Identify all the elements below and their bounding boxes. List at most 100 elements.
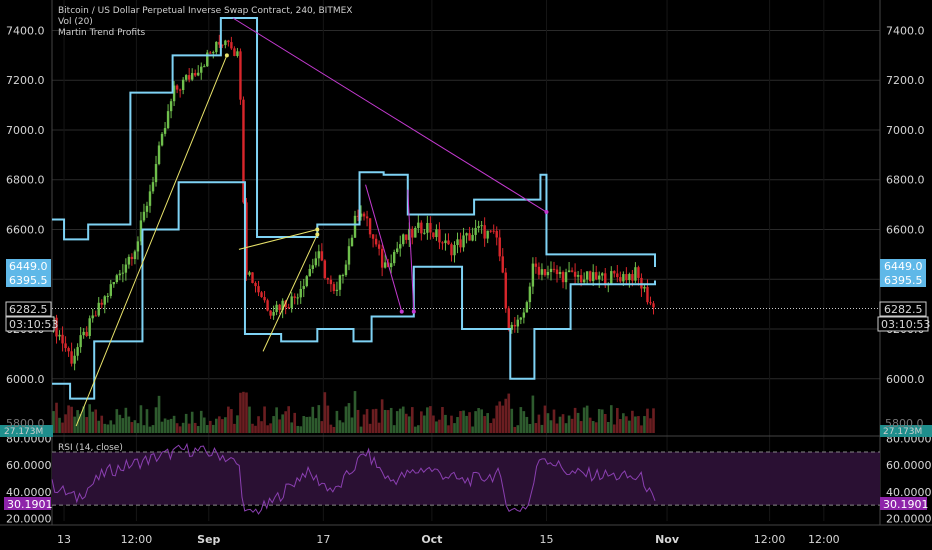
candle-body	[371, 234, 375, 239]
candle-body	[251, 272, 254, 283]
candle-body	[613, 271, 616, 274]
volume-bar	[420, 411, 423, 433]
candle-body	[239, 51, 242, 100]
trend-line	[262, 234, 318, 352]
volume-bar	[154, 407, 158, 433]
volume-bar	[359, 426, 363, 433]
candle-body	[377, 244, 381, 249]
candle-body	[453, 245, 456, 256]
candle-body	[474, 227, 477, 235]
candle-body	[181, 79, 185, 91]
candle-body	[218, 41, 221, 45]
candle-body	[402, 234, 405, 245]
volume-bar	[190, 411, 194, 433]
volume-bar	[477, 408, 480, 433]
candle-body	[194, 73, 197, 76]
volume-bar	[492, 418, 496, 433]
trend-line	[407, 189, 415, 312]
volume-bar	[196, 426, 200, 433]
candle-body	[212, 52, 215, 54]
candle-body	[133, 251, 137, 260]
candle-body	[616, 273, 619, 278]
last-price-left: 6282.5	[9, 303, 48, 316]
candle-body	[242, 99, 245, 203]
candle-body	[109, 284, 112, 296]
trend-line	[232, 17, 547, 213]
volume-bar	[133, 420, 137, 433]
rsi-badges: 30.1901 30.1901	[4, 497, 929, 511]
candle-body	[112, 282, 116, 285]
candle-body	[305, 276, 308, 287]
candle-body	[58, 334, 61, 337]
candle-body	[374, 238, 378, 245]
x-tick-label: Nov	[655, 533, 680, 546]
candle-body	[411, 228, 414, 238]
volume-bar	[570, 418, 574, 433]
rsi-indicator-label: RSI (14, close)	[58, 443, 123, 453]
candle-body	[329, 279, 333, 285]
volume-bar	[453, 423, 456, 433]
candle-body	[136, 241, 140, 252]
candle-body	[296, 297, 299, 299]
volume-bar	[423, 415, 426, 433]
volume-bar	[543, 405, 547, 433]
candle-body	[97, 302, 100, 316]
rsi-overbought-oversold-band	[52, 451, 880, 506]
volume-bar	[483, 416, 486, 433]
volume-bar	[404, 413, 408, 433]
volume-bar	[278, 419, 281, 433]
candle-body	[224, 40, 227, 46]
volume-bar	[531, 395, 535, 433]
volume-bar	[414, 426, 417, 433]
candle-body	[558, 272, 562, 275]
candle-body	[459, 239, 462, 248]
candle-body	[576, 275, 580, 277]
y-tick-label-left: 6800.0	[6, 174, 45, 187]
volume-bar	[281, 414, 284, 433]
volume-bar	[275, 407, 278, 433]
candle-body	[73, 355, 76, 364]
candle-body	[299, 288, 302, 298]
volume-bar	[254, 425, 257, 433]
volume-bar	[640, 425, 643, 433]
volume-bar	[365, 409, 369, 433]
candle-body	[471, 234, 474, 241]
volume-bar	[504, 398, 508, 433]
volume-bar	[284, 411, 287, 433]
candle-body	[435, 229, 438, 238]
trend-lines[interactable]	[75, 17, 549, 427]
volume-bar	[118, 414, 122, 433]
volume-bar	[124, 407, 128, 433]
volume-bar	[594, 422, 598, 433]
candle-body	[423, 232, 426, 234]
volume-badge-right: 27.173M	[883, 427, 922, 437]
volume-badge-left: 27.173M	[4, 427, 43, 437]
candle-body	[405, 234, 408, 240]
x-tick-label: 17	[316, 533, 330, 546]
volume-bar	[389, 407, 393, 433]
trend-line-end	[411, 309, 416, 314]
candle-body	[79, 335, 82, 348]
x-tick-label: 12:00	[808, 533, 840, 546]
volume-bar	[332, 426, 336, 433]
volume-bar	[296, 425, 300, 433]
volume-bar	[181, 422, 185, 433]
candle-body	[483, 225, 486, 239]
candle-body	[314, 258, 318, 266]
candle-body	[498, 237, 501, 257]
candle-body	[106, 295, 109, 297]
candle-body	[595, 272, 598, 280]
volume-bar	[480, 409, 483, 433]
candle-body	[588, 271, 592, 282]
candle-body	[628, 274, 631, 281]
volume-bar	[320, 421, 324, 433]
candle-body	[462, 235, 465, 248]
volume-bar	[368, 423, 372, 433]
volume-bar	[462, 410, 465, 433]
candle-body	[495, 230, 498, 238]
volume-bar	[290, 422, 293, 433]
candle-body	[293, 296, 296, 298]
candle-body	[121, 272, 125, 274]
volume-bar	[215, 418, 218, 433]
